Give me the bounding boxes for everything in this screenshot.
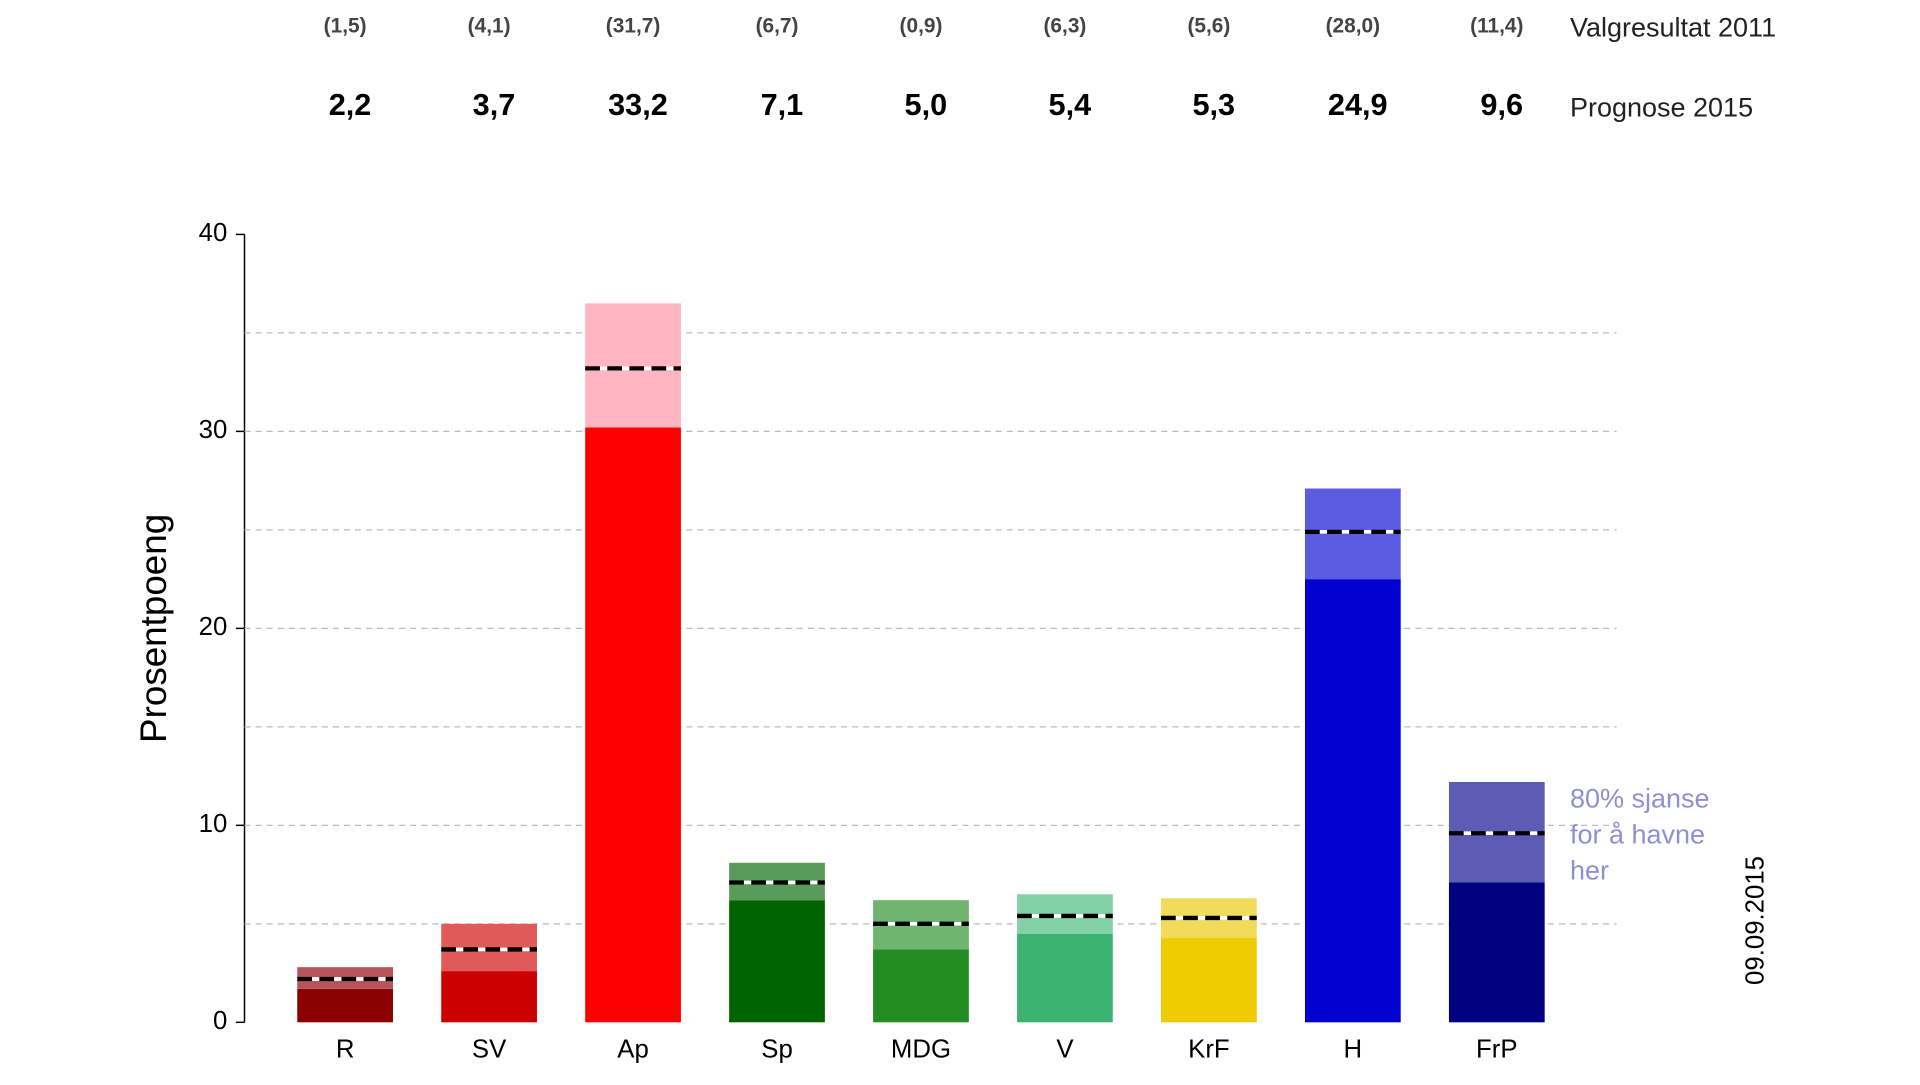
result-2011-label: (5,6) (1187, 15, 1230, 38)
bar-lower (585, 427, 681, 1023)
result-2011-label: (6,7) (756, 15, 799, 38)
x-tick-label: R (336, 1035, 355, 1063)
forecast-label: 33,2 (608, 87, 668, 122)
forecast-label: 2,2 (329, 87, 372, 122)
result-2011-label: (28,0) (1326, 15, 1380, 38)
bar-lower (873, 949, 969, 1023)
annotation: for å havne (1570, 820, 1705, 850)
bar-lower (297, 988, 393, 1023)
row-label: Valgresultat 2011 (1570, 13, 1776, 43)
bar-lower (1017, 933, 1113, 1023)
y-tick-label: 30 (199, 416, 228, 444)
x-tick-label: SV (472, 1035, 507, 1063)
bar-lower (1304, 579, 1401, 1023)
row-label: Prognose 2015 (1570, 92, 1753, 122)
result-2011-label: (6,3) (1043, 15, 1086, 38)
result-2011-label: (11,4) (1470, 15, 1523, 38)
result-2011-label: (4,1) (468, 15, 511, 38)
x-tick-label: MDG (891, 1035, 951, 1063)
annotation: 80% sjanse (1570, 783, 1710, 813)
y-tick-label: 40 (199, 219, 228, 247)
bar-interval (585, 303, 681, 428)
bar-lower (441, 971, 537, 1023)
x-tick-label: Ap (617, 1035, 649, 1063)
date: 09.09.2015 (1741, 856, 1769, 985)
bar-lower (1161, 937, 1257, 1023)
forecast-label: 5,4 (1049, 87, 1092, 122)
x-tick-label: FrP (1476, 1035, 1518, 1063)
bar-lower (1448, 882, 1545, 1023)
y-tick-label: 10 (199, 810, 228, 838)
forecast-label: 5,0 (905, 87, 948, 122)
y-tick-label: 0 (213, 1007, 227, 1035)
x-tick-label: Sp (761, 1035, 793, 1063)
forecast-label: 3,7 (473, 87, 516, 122)
x-tick-label: H (1344, 1035, 1363, 1063)
result-2011-label: (31,7) (606, 15, 661, 38)
forecast-label: 24,9 (1328, 87, 1388, 122)
x-tick-label: KrF (1188, 1035, 1230, 1063)
y-tick-label: 20 (199, 613, 228, 641)
result-2011-label: (1,5) (324, 15, 367, 38)
x-tick-label: V (1056, 1035, 1074, 1063)
forecast-label: 5,3 (1192, 87, 1235, 122)
forecast-label: 9,6 (1480, 87, 1523, 122)
y-axis-label: Prosentpoeng (133, 514, 174, 743)
result-2011-label: (0,9) (900, 15, 943, 38)
forecast-label: 7,1 (761, 87, 804, 122)
annotation: her (1570, 856, 1609, 886)
bar-lower (729, 900, 825, 1023)
